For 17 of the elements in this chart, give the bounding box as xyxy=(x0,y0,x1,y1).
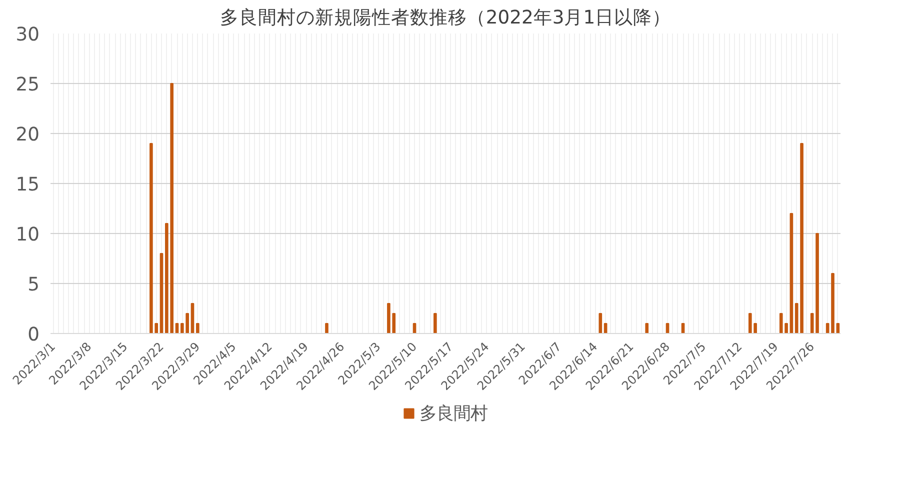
y-tick-label: 10 xyxy=(16,224,40,246)
bar xyxy=(196,323,200,334)
chart-title: 多良間村の新規陽性者数推移（2022年3月1日以降） xyxy=(220,6,672,28)
bar xyxy=(790,213,794,334)
y-tick-label: 5 xyxy=(28,274,40,296)
bar xyxy=(434,313,437,334)
y-tick-label: 15 xyxy=(16,174,40,196)
bar xyxy=(190,303,194,334)
bar xyxy=(598,313,602,334)
bar xyxy=(160,253,164,334)
bar xyxy=(325,323,328,334)
y-tick-label: 25 xyxy=(16,74,40,96)
y-tick-label: 0 xyxy=(28,324,40,346)
legend-label: 多良間村 xyxy=(420,403,488,425)
y-tick-label: 30 xyxy=(16,24,40,46)
y-tick-label: 20 xyxy=(16,124,40,146)
bar xyxy=(645,323,649,334)
